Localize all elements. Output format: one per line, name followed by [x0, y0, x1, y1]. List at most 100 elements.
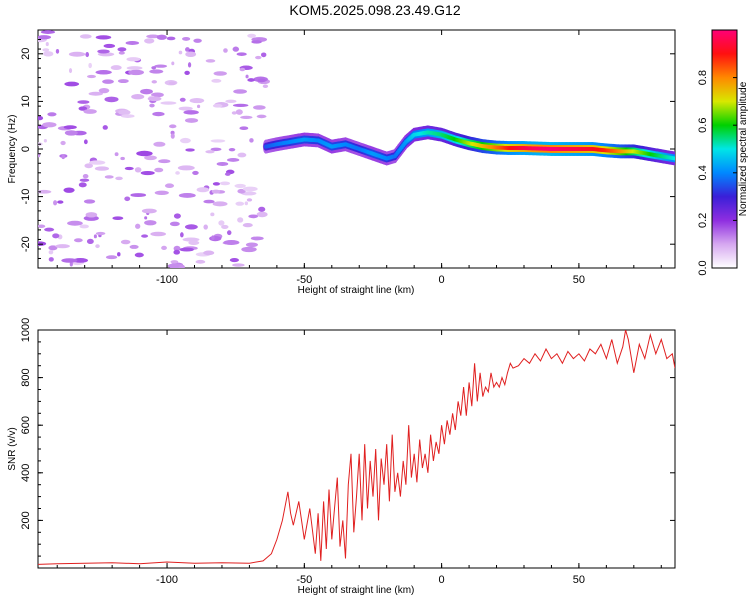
noise-speckle: [151, 80, 157, 84]
noise-speckle: [126, 66, 143, 70]
noise-speckles: [38, 30, 271, 268]
colorbar-tick-label: 0.2: [697, 213, 709, 228]
noise-speckle: [255, 55, 262, 60]
x-tick-label: 50: [573, 574, 585, 586]
noise-speckle: [72, 257, 89, 263]
colorbar-ticks: 0.0 0.2 0.4 0.6 0.8: [697, 70, 737, 276]
noise-speckle: [262, 84, 269, 89]
noise-speckle: [177, 165, 195, 171]
noise-speckle: [231, 111, 237, 115]
noise-speckle: [78, 106, 88, 111]
noise-speckle: [140, 88, 153, 95]
noise-speckle: [249, 138, 254, 143]
noise-speckle: [68, 51, 86, 57]
colorbar-label: Normalized spectral amplitude: [738, 81, 749, 216]
noise-speckle: [245, 242, 258, 248]
noise-speckle: [95, 231, 106, 236]
noise-speckle: [88, 160, 106, 165]
noise-speckle: [257, 78, 266, 83]
noise-speckle: [178, 264, 185, 268]
snr-series-line: [38, 330, 675, 565]
noise-speckle: [88, 62, 92, 69]
colorbar-tick-label: 0.4: [697, 165, 709, 180]
noise-speckle: [180, 232, 184, 238]
noise-speckle: [188, 240, 200, 246]
noise-speckle: [244, 201, 249, 206]
y-tick-label: -10: [20, 189, 32, 205]
noise-speckle: [196, 104, 201, 109]
noise-speckle: [48, 250, 54, 255]
noise-speckle: [79, 224, 89, 229]
noise-speckle: [38, 35, 52, 40]
noise-speckle: [151, 92, 164, 98]
noise-speckle: [69, 261, 73, 267]
noise-speckle: [209, 235, 222, 242]
noise-speckle: [221, 224, 229, 229]
y-tick-label: 0: [20, 146, 32, 152]
noise-speckle: [144, 216, 148, 220]
noise-speckle: [85, 212, 98, 218]
noise-speckle: [110, 65, 122, 71]
x-tick-label: 0: [439, 274, 445, 286]
noise-speckle: [182, 36, 191, 41]
noise-speckle: [131, 94, 145, 100]
noise-speckle: [86, 238, 94, 244]
noise-speckle: [120, 239, 131, 245]
noise-speckle: [61, 154, 65, 160]
noise-speckle: [258, 206, 266, 212]
noise-speckle: [130, 193, 147, 198]
noise-speckle: [117, 252, 121, 257]
noise-speckle: [179, 247, 194, 252]
noise-speckle: [169, 124, 177, 129]
noise-speckle: [85, 52, 90, 58]
noise-speckle: [124, 166, 134, 171]
x-tick-label: 0: [439, 574, 445, 586]
noise-speckle: [120, 114, 135, 118]
noise-speckle: [97, 49, 110, 54]
noise-speckle: [232, 263, 245, 267]
noise-speckle: [195, 259, 206, 264]
top-y-ticks: -20 -10 0 10 20: [20, 29, 675, 269]
noise-speckle: [169, 221, 180, 227]
noise-speckle: [179, 137, 191, 144]
noise-speckle: [153, 141, 166, 147]
noise-speckle: [235, 109, 243, 115]
bottom-x-axis-label: Height of straight line (km): [298, 585, 415, 596]
noise-speckle: [102, 125, 108, 130]
noise-speckle: [144, 155, 157, 161]
noise-speckle: [83, 215, 99, 221]
noise-speckle: [147, 96, 162, 102]
noise-speckle: [144, 38, 155, 44]
noise-speckle: [124, 196, 131, 202]
noise-speckle: [171, 61, 175, 66]
noise-speckle: [78, 182, 87, 188]
noise-speckle: [170, 260, 179, 264]
noise-speckle: [237, 188, 246, 194]
noise-speckle: [164, 183, 175, 189]
noise-speckle: [149, 69, 164, 74]
noise-speckle: [103, 43, 116, 49]
noise-speckle: [225, 99, 237, 104]
y-tick-label: 1000: [20, 318, 32, 342]
noise-speckle: [82, 174, 89, 179]
colorbar-tick-label: 0.0: [697, 260, 709, 275]
noise-speckle: [248, 214, 259, 219]
noise-speckle: [55, 48, 60, 54]
noise-speckle: [83, 139, 88, 145]
noise-speckle: [187, 62, 192, 68]
colorbar: 0.0 0.2 0.4 0.6 0.8 Normalized spectral ampl…: [697, 29, 749, 276]
noise-speckle: [38, 189, 52, 194]
noise-speckle: [240, 115, 253, 120]
noise-speckle: [213, 71, 227, 76]
noise-speckle: [210, 139, 226, 143]
noise-speckle: [184, 118, 199, 123]
noise-speckle: [160, 101, 177, 105]
noise-speckle: [216, 161, 229, 166]
noise-speckle: [146, 34, 160, 39]
noise-speckle: [104, 96, 119, 103]
noise-speckle: [144, 220, 157, 226]
noise-speckle: [178, 106, 193, 111]
noise-speckle: [61, 258, 78, 263]
noise-speckle: [115, 176, 123, 181]
